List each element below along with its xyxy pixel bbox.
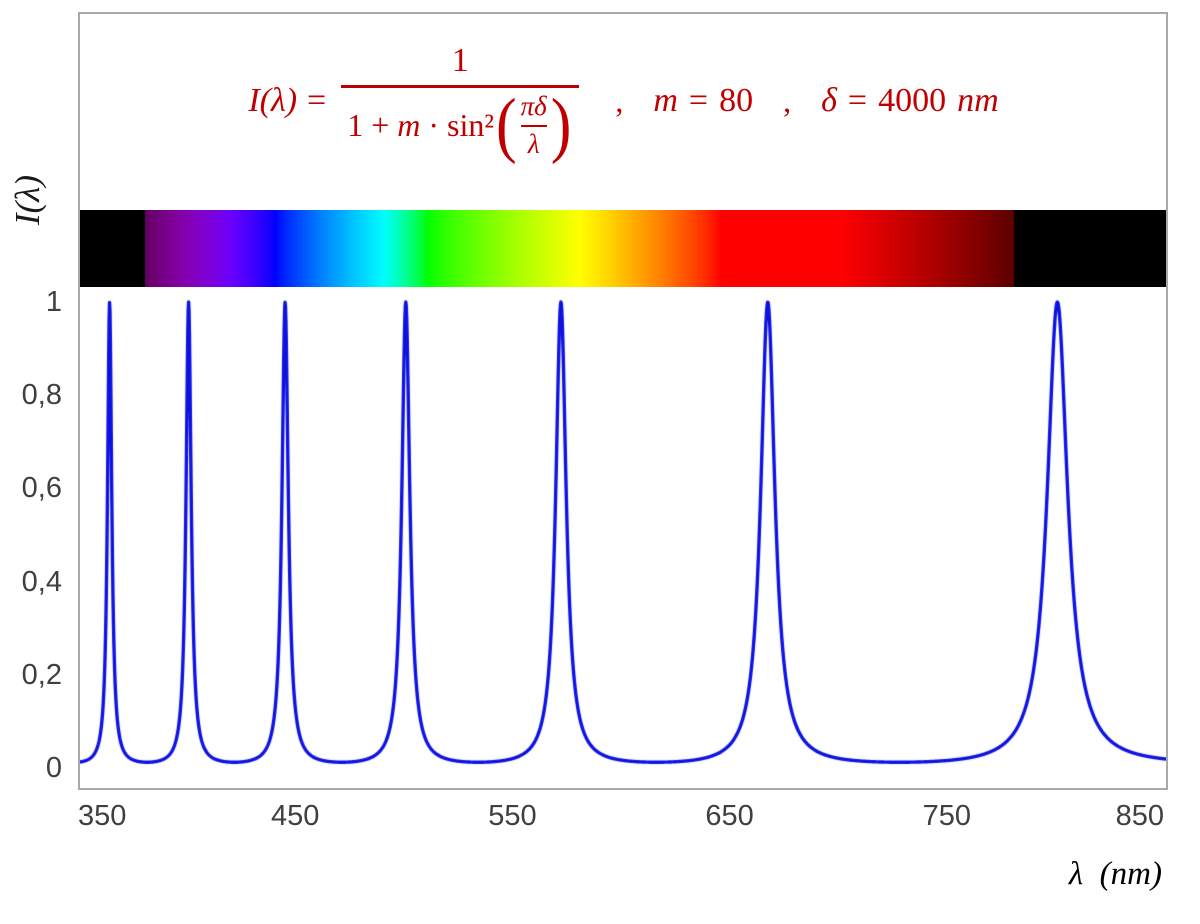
formula-denominator: 1 + m · sin² ( πδ λ ) xyxy=(341,84,579,165)
inner-denominator: λ xyxy=(527,128,540,159)
x-tick-label: 650 xyxy=(705,800,754,832)
x-axis-title: λ (nm) xyxy=(1068,856,1162,892)
m-equation: m = 80 xyxy=(653,82,753,120)
delta-equation: δ = 4000 nm xyxy=(821,82,999,120)
formula-comma-2: , xyxy=(783,82,792,119)
formula-lhs: I(λ) xyxy=(248,82,298,119)
m-value: 80 xyxy=(719,82,754,119)
denominator-var: m xyxy=(397,107,421,144)
x-tick-label: 550 xyxy=(488,800,537,832)
intensity-curve xyxy=(80,14,1166,788)
y-tick-label: 0,4 xyxy=(21,565,62,598)
right-paren: ) xyxy=(550,84,572,165)
denominator-dot: · xyxy=(428,107,440,144)
denominator-const: 1 + xyxy=(347,107,390,144)
x-tick-label: 850 xyxy=(1115,800,1164,832)
y-axis-title: I(λ) xyxy=(8,174,47,226)
y-tick-label: 0 xyxy=(45,752,62,784)
delta-unit: nm xyxy=(957,82,999,119)
y-tick-label: 1 xyxy=(45,286,62,318)
delta-name: δ xyxy=(821,82,837,119)
left-paren: ( xyxy=(495,84,517,165)
inner-numerator: πδ xyxy=(520,90,547,121)
x-tick-label: 350 xyxy=(78,800,127,832)
formula-equals: = xyxy=(307,82,327,119)
denominator-func: sin² xyxy=(447,107,494,144)
formula-numerator: 1 xyxy=(451,42,469,80)
fraction-bar xyxy=(341,84,580,88)
plot-area: I(λ) = 1 1 + m · sin² ( πδ λ ) , xyxy=(78,12,1168,790)
spectrum-bar xyxy=(80,210,1166,287)
y-tick-label: 0,6 xyxy=(21,472,62,505)
formula: I(λ) = 1 1 + m · sin² ( πδ λ ) , xyxy=(80,16,1166,186)
formula-comma-1: , xyxy=(615,82,624,119)
x-tick-label: 750 xyxy=(922,800,971,832)
formula-fraction: 1 1 + m · sin² ( πδ λ ) xyxy=(341,42,580,165)
m-name: m xyxy=(653,82,678,119)
inner-fraction: πδ λ xyxy=(520,90,547,160)
y-tick-label: 0,8 xyxy=(21,379,62,412)
delta-value: 4000 xyxy=(878,82,947,119)
inner-fraction-bar xyxy=(520,124,547,127)
x-tick-label: 450 xyxy=(270,800,320,832)
delta-equals: = xyxy=(847,82,868,119)
m-equals: = xyxy=(688,82,709,119)
y-tick-label: 0,2 xyxy=(21,658,62,691)
